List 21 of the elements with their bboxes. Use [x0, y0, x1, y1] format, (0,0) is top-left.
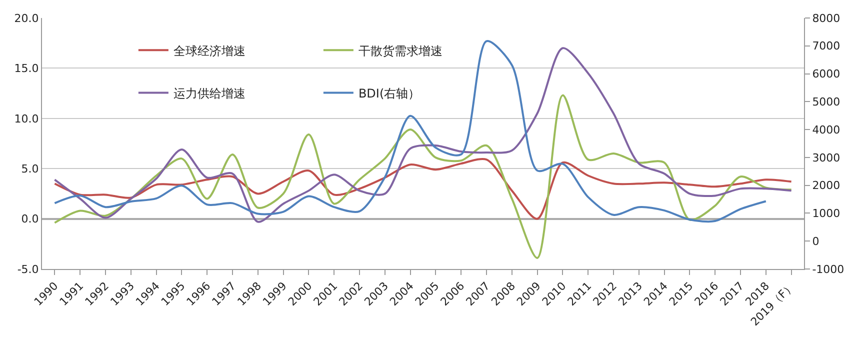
- legend-label: 运力供给增速: [173, 86, 246, 100]
- y-tick-label: 15.0: [14, 62, 39, 76]
- legend-label: BDI(右轴）: [358, 86, 420, 100]
- y2-tick-label: 0: [812, 234, 820, 248]
- y2-tick-label: -1000: [812, 262, 844, 276]
- y-tick-label: 5.0: [21, 162, 39, 176]
- legend-label: 干散货需求增速: [358, 44, 442, 58]
- y-tick-label: -5.0: [17, 262, 39, 276]
- y-tick-label: 20.0: [14, 12, 39, 25]
- y-tick-label: 0.0: [21, 212, 39, 226]
- y-tick-label: 10.0: [14, 112, 39, 126]
- line-series: [54, 158, 792, 220]
- y2-tick-label: 4000: [812, 123, 840, 136]
- y2-tick-label: 7000: [812, 40, 840, 53]
- y2-tick-label: 3000: [812, 151, 840, 164]
- y2-tick-label: 8000: [812, 12, 840, 25]
- legend-label: 全球经济增速: [173, 44, 246, 58]
- y2-tick-label: 5000: [812, 96, 840, 109]
- y2-tick-label: 2000: [812, 179, 840, 192]
- y2-tick-label: 6000: [812, 68, 840, 81]
- y2-tick-label: 1000: [812, 207, 840, 220]
